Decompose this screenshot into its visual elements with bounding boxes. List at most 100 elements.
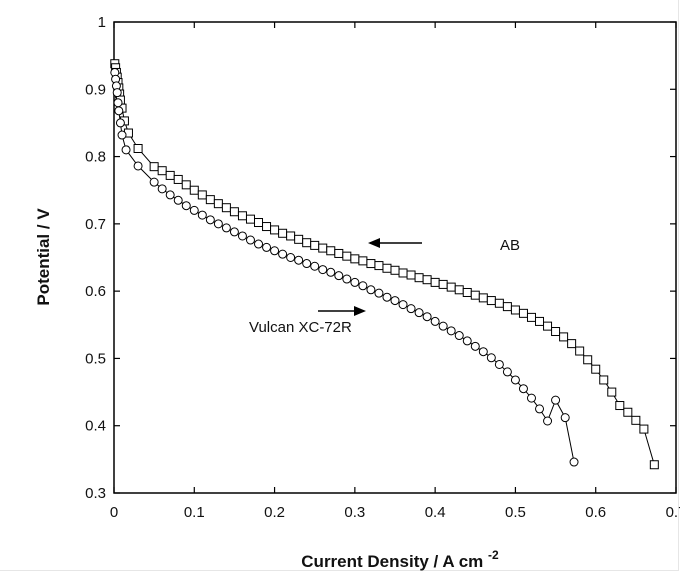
- vulcan-data-point: [422, 312, 432, 322]
- vulcan-data-point: [342, 274, 352, 284]
- vulcan-data-point: [205, 215, 215, 225]
- ab-data-point: [583, 355, 593, 365]
- vulcan-data-point: [502, 367, 512, 377]
- ab-data-point: [229, 207, 239, 217]
- vulcan-data-point: [221, 223, 231, 233]
- ab-data-point: [607, 387, 617, 397]
- vulcan-data-point: [302, 259, 312, 269]
- ab-data-point: [374, 261, 384, 271]
- vulcan-data-point: [133, 161, 143, 171]
- x-tick-label: 0.1: [184, 504, 205, 521]
- ab-data-point: [575, 346, 585, 356]
- ab-data-point: [133, 143, 143, 153]
- ab-data-point: [631, 415, 641, 425]
- vulcan-data-point: [535, 404, 545, 414]
- ab-data-point: [518, 308, 528, 318]
- vulcan-data-point: [518, 384, 528, 394]
- ab-data-point: [390, 265, 400, 275]
- x-tick-label: 0.3: [344, 504, 365, 521]
- ab-data-point: [462, 287, 472, 297]
- ab-data-point: [510, 305, 520, 315]
- x-tick-label: 0.2: [264, 504, 285, 521]
- vulcan-data-point: [358, 281, 368, 291]
- vulcan-data-point: [454, 331, 464, 341]
- ab-annotation-label: AB: [500, 237, 520, 254]
- vulcan-data-point: [237, 231, 247, 241]
- ab-data-point: [649, 460, 659, 470]
- x-tick-label: 0: [110, 504, 118, 521]
- vulcan-data-point: [438, 321, 448, 331]
- y-tick-label: 0.8: [85, 149, 106, 166]
- y-tick-label: 0.5: [85, 350, 106, 367]
- vulcan-data-point: [462, 336, 472, 346]
- x-tick-label: 0.4: [425, 504, 446, 521]
- ab-data-point: [502, 302, 512, 312]
- y-tick-label: 0.7: [85, 216, 106, 233]
- vulcan-series-line: [114, 72, 575, 463]
- vulcan-data-point: [560, 413, 570, 423]
- vulcan-data-point: [526, 393, 536, 403]
- vulcan-data-point: [254, 239, 264, 249]
- vulcan-data-point: [189, 205, 199, 215]
- ab-data-point: [414, 273, 424, 283]
- ab-data-point: [486, 296, 496, 306]
- vulcan-annotation-label: Vulcan XC-72R: [249, 319, 352, 336]
- y-tick-label: 1: [98, 14, 106, 31]
- ab-data-point: [382, 263, 392, 273]
- ab-data-point: [543, 321, 553, 331]
- ab-data-point: [334, 248, 344, 258]
- vulcan-data-point: [366, 285, 376, 295]
- series-markers: [110, 59, 659, 470]
- plot-area-frame: [113, 21, 677, 494]
- vulcan-data-point: [334, 271, 344, 281]
- y-tick-label: 0.3: [85, 485, 106, 502]
- ab-data-point: [422, 275, 432, 285]
- vulcan-data-point: [197, 210, 207, 220]
- ab-data-point: [567, 339, 577, 349]
- y-axis-title: Potential / V: [34, 208, 53, 306]
- vulcan-data-point: [414, 308, 424, 318]
- vulcan-data-point: [294, 255, 304, 265]
- vulcan-data-point: [350, 277, 360, 287]
- vulcan-data-point: [470, 341, 480, 351]
- ab-arrow-head-icon: [368, 238, 380, 248]
- ab-data-point: [262, 222, 272, 232]
- vulcan-data-point: [494, 359, 504, 369]
- ab-data-point: [358, 256, 368, 266]
- vulcan-data-point: [510, 375, 520, 385]
- ab-data-point: [454, 285, 464, 295]
- x-tick-label: 0.6: [585, 504, 606, 521]
- ab-data-point: [189, 185, 199, 195]
- vulcan-data-point: [229, 227, 239, 237]
- ab-data-point: [342, 251, 352, 261]
- vulcan-data-point: [478, 347, 488, 357]
- vulcan-data-point: [165, 190, 175, 200]
- ab-data-point: [478, 293, 488, 303]
- vulcan-data-point: [114, 106, 124, 116]
- vulcan-data-point: [262, 242, 272, 252]
- vulcan-data-point: [181, 201, 191, 211]
- vulcan-data-point: [115, 118, 125, 128]
- vulcan-data-point: [121, 145, 131, 155]
- vulcan-data-point: [286, 253, 296, 262]
- y-tick-label: 0.9: [85, 81, 106, 98]
- ab-data-point: [398, 268, 408, 278]
- ab-data-point: [430, 277, 440, 287]
- ab-data-point: [551, 327, 561, 337]
- ab-data-point: [470, 290, 480, 300]
- ab-data-point: [599, 375, 609, 385]
- ab-data-point: [302, 238, 312, 248]
- ab-data-point: [294, 234, 304, 244]
- ab-data-point: [310, 240, 320, 250]
- vulcan-arrow-head-icon: [354, 306, 366, 316]
- x-tick-label: 0.7: [666, 504, 680, 521]
- ab-data-point: [526, 312, 536, 322]
- ab-data-point: [406, 270, 416, 280]
- vulcan-data-point: [213, 219, 223, 229]
- ab-data-point: [318, 243, 328, 253]
- vulcan-data-point: [149, 177, 159, 187]
- ab-data-point: [639, 424, 649, 434]
- vulcan-data-point: [117, 130, 127, 140]
